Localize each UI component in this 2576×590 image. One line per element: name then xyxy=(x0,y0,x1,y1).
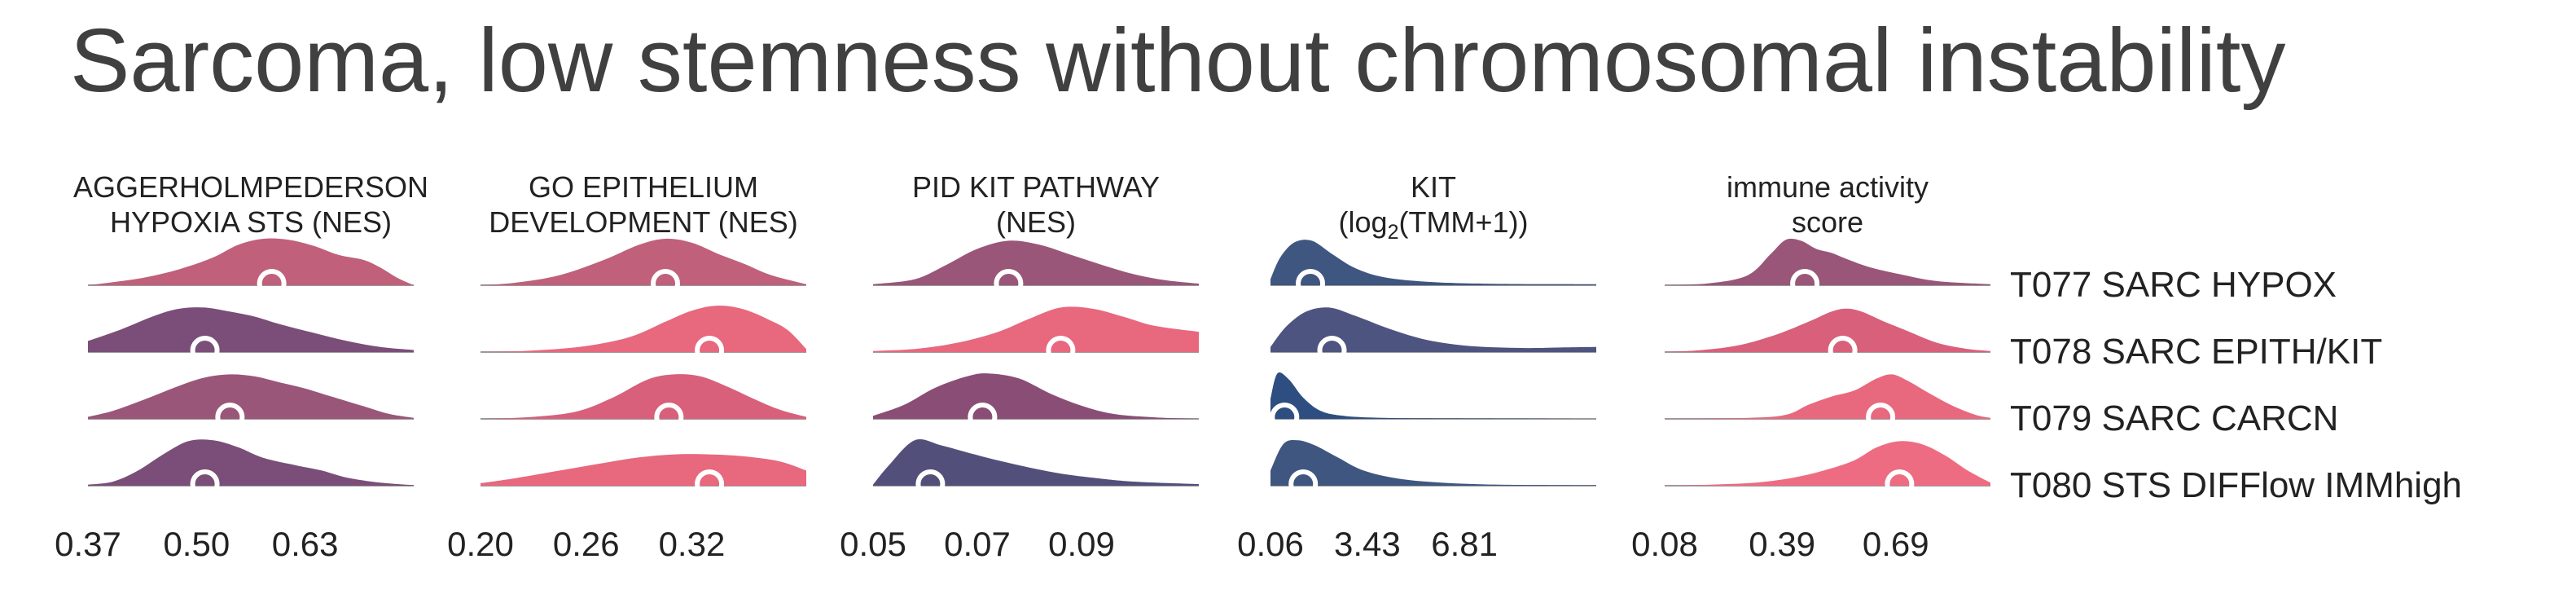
median-marker xyxy=(968,403,998,432)
panel-label-line: GO EPITHELIUM xyxy=(529,170,758,204)
row-label: T080 STS DIFFlow IMMhigh xyxy=(2010,465,2462,505)
x-tick-label: 0.09 xyxy=(1048,525,1115,563)
x-tick-label: 0.20 xyxy=(447,525,514,563)
density-ridge xyxy=(481,374,806,419)
panel-label-line: immune activity xyxy=(1727,170,1929,204)
density-ridge xyxy=(873,240,1199,285)
median-marker xyxy=(915,469,946,499)
x-tick-label: 0.06 xyxy=(1237,525,1304,563)
density-ridge xyxy=(1665,441,1990,486)
median-marker xyxy=(1296,269,1326,298)
panel-label-line: HYPOXIA STS (NES) xyxy=(110,205,392,239)
density-ridge xyxy=(1270,440,1596,486)
chart-title: Sarcoma, low stemness without chromosoma… xyxy=(70,11,2285,111)
panel-label-line: score xyxy=(1792,205,1863,239)
median-marker xyxy=(215,403,245,432)
density-ridge xyxy=(481,454,806,486)
median-marker xyxy=(695,336,725,365)
panel-3: PID KIT PATHWAY(NES) 0.05 0.07 0.09 xyxy=(840,170,1199,563)
median-marker xyxy=(190,336,220,365)
panel-4: KIT(log2(TMM+1)) 0.06 3.43 6.81 xyxy=(1237,170,1596,563)
median-marker xyxy=(1828,336,1858,365)
median-marker xyxy=(1046,336,1076,365)
density-ridge xyxy=(88,307,414,352)
density-ridge xyxy=(481,238,806,285)
panel-label-line: (NES) xyxy=(996,205,1076,239)
x-tick-label: 0.69 xyxy=(1863,525,1929,563)
median-marker xyxy=(190,469,220,499)
median-marker xyxy=(994,269,1024,298)
row-labels: T077 SARC HYPOX T078 SARC EPITH/KIT T079 S… xyxy=(2010,265,2462,505)
row-label: T078 SARC EPITH/KIT xyxy=(2010,332,2382,372)
density-ridge xyxy=(873,306,1199,352)
panel-label-line: AGGERHOLMPEDERSON xyxy=(73,170,428,204)
median-marker xyxy=(1866,403,1896,432)
density-ridge xyxy=(1665,238,1990,285)
row-label: T077 SARC HYPOX xyxy=(2010,265,2337,305)
panel-label-line: KIT xyxy=(1411,170,1456,204)
median-marker xyxy=(257,269,287,298)
row-label: T079 SARC CARCN xyxy=(2010,398,2338,438)
density-ridge xyxy=(1270,240,1596,285)
x-tick-label: 0.26 xyxy=(553,525,620,563)
median-marker xyxy=(1885,469,1915,499)
density-ridge xyxy=(873,439,1199,486)
density-ridge xyxy=(88,374,414,419)
x-tick-label: 0.07 xyxy=(944,525,1011,563)
median-marker xyxy=(1270,403,1300,432)
density-ridge xyxy=(1665,308,1990,352)
x-tick-label: 6.81 xyxy=(1431,525,1498,563)
median-marker xyxy=(1288,469,1319,499)
density-ridge xyxy=(1270,307,1596,352)
median-marker xyxy=(1790,269,1820,298)
median-marker xyxy=(651,269,681,298)
panel-label-line: DEVELOPMENT (NES) xyxy=(489,205,797,239)
x-tick-label: 0.39 xyxy=(1749,525,1815,563)
median-marker xyxy=(1317,336,1347,365)
density-ridge xyxy=(481,305,806,352)
density-ridge xyxy=(88,439,414,486)
x-tick-label: 3.43 xyxy=(1334,525,1401,563)
panel-label-line: PID KIT PATHWAY xyxy=(912,170,1160,204)
x-tick-label: 0.08 xyxy=(1631,525,1698,563)
x-tick-label: 0.37 xyxy=(55,525,121,563)
panel-label-line: (log2(TMM+1)) xyxy=(1339,205,1529,244)
density-ridge xyxy=(1665,374,1990,419)
density-ridge xyxy=(873,373,1199,419)
median-marker xyxy=(654,403,684,432)
median-marker xyxy=(695,469,725,499)
x-tick-label: 0.32 xyxy=(659,525,726,563)
x-tick-label: 0.50 xyxy=(163,525,230,563)
density-ridge xyxy=(88,238,414,285)
x-tick-label: 0.63 xyxy=(272,525,339,563)
density-ridge xyxy=(1270,372,1596,419)
x-tick-label: 0.05 xyxy=(840,525,906,563)
